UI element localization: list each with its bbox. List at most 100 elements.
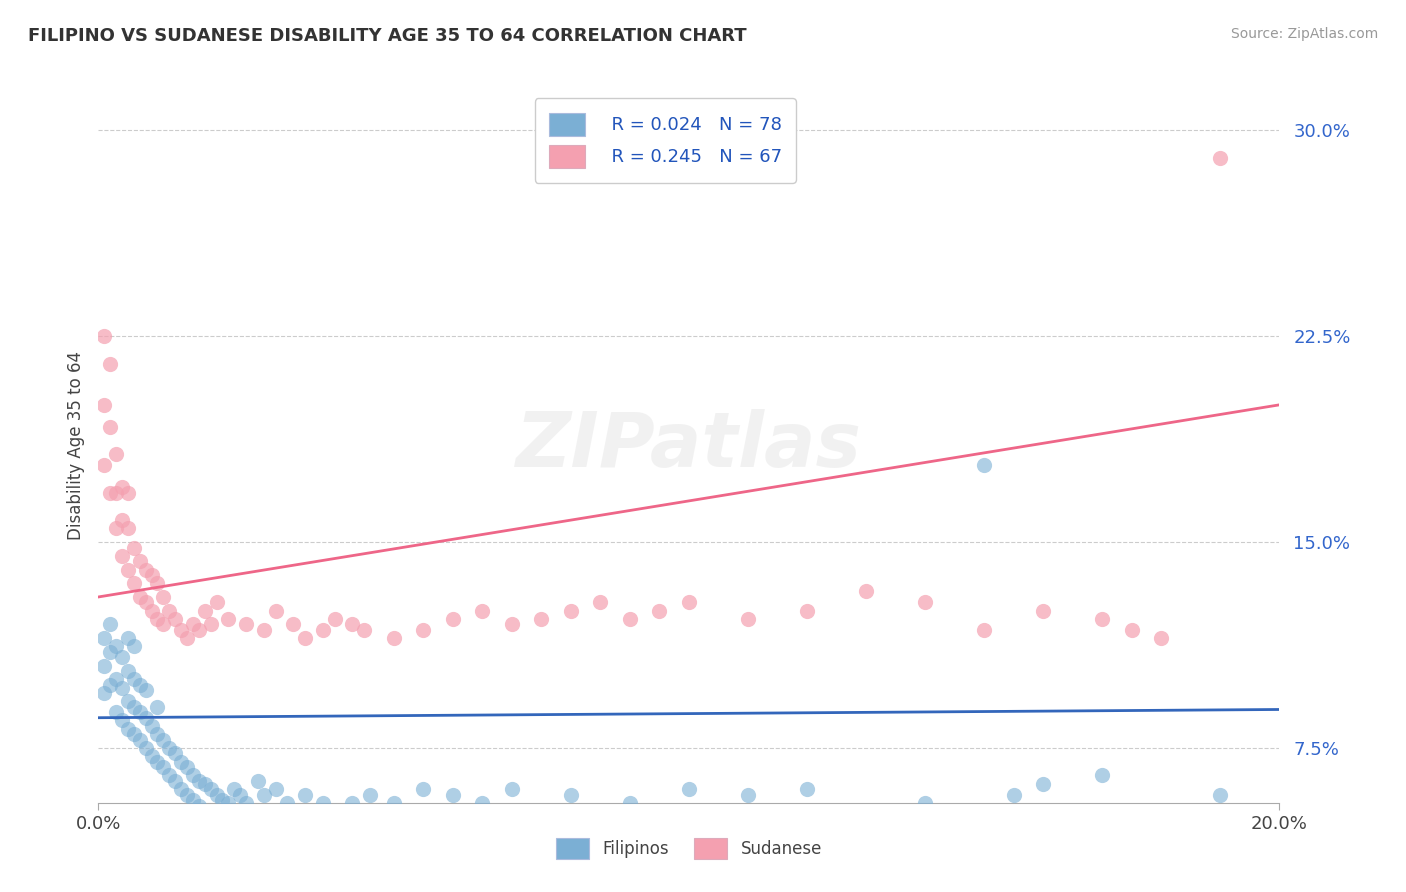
Point — [135, 683, 157, 698]
Point — [117, 694, 139, 708]
Point — [382, 631, 405, 645]
Point — [205, 595, 228, 609]
Point — [170, 755, 193, 769]
Point — [560, 604, 582, 618]
Point — [170, 782, 193, 797]
Point — [283, 617, 305, 632]
Point — [678, 782, 700, 797]
Point — [146, 727, 169, 741]
Point — [111, 513, 134, 527]
Point — [117, 664, 139, 678]
Point — [157, 740, 180, 755]
Point — [441, 612, 464, 626]
Point — [264, 604, 287, 618]
Point — [122, 727, 145, 741]
Point — [105, 640, 128, 654]
Point — [128, 554, 150, 568]
Point — [796, 604, 818, 618]
Point — [141, 568, 163, 582]
Point — [176, 760, 198, 774]
Point — [146, 576, 169, 591]
Point — [98, 678, 121, 692]
Point — [323, 804, 346, 818]
Point — [122, 576, 145, 591]
Point — [176, 788, 198, 802]
Point — [200, 782, 222, 797]
Point — [796, 782, 818, 797]
Point — [98, 485, 121, 500]
Point — [1150, 631, 1173, 645]
Point — [141, 719, 163, 733]
Point — [619, 796, 641, 810]
Point — [122, 699, 145, 714]
Point — [1121, 623, 1143, 637]
Point — [1002, 788, 1025, 802]
Point — [187, 798, 209, 813]
Point — [294, 631, 316, 645]
Point — [128, 732, 150, 747]
Point — [93, 329, 115, 343]
Point — [135, 740, 157, 755]
Point — [648, 604, 671, 618]
Point — [1032, 776, 1054, 790]
Point — [619, 612, 641, 626]
Point — [141, 749, 163, 764]
Point — [93, 658, 115, 673]
Point — [146, 699, 169, 714]
Point — [312, 623, 335, 637]
Point — [93, 686, 115, 700]
Point — [117, 722, 139, 736]
Point — [105, 447, 128, 461]
Point — [224, 782, 246, 797]
Point — [353, 623, 375, 637]
Point — [165, 773, 187, 788]
Point — [98, 617, 121, 632]
Point — [737, 788, 759, 802]
Point — [205, 788, 228, 802]
Point — [93, 458, 115, 473]
Point — [111, 650, 134, 665]
Point — [117, 562, 139, 576]
Point — [128, 705, 150, 719]
Point — [914, 796, 936, 810]
Text: ZIPatlas: ZIPatlas — [516, 409, 862, 483]
Point — [312, 796, 335, 810]
Point — [122, 541, 145, 555]
Point — [135, 711, 157, 725]
Point — [181, 617, 204, 632]
Text: Source: ZipAtlas.com: Source: ZipAtlas.com — [1230, 27, 1378, 41]
Point — [1209, 788, 1232, 802]
Point — [122, 673, 145, 687]
Point — [530, 612, 553, 626]
Point — [181, 793, 204, 807]
Point — [217, 796, 239, 810]
Point — [181, 768, 204, 782]
Point — [235, 796, 257, 810]
Point — [217, 612, 239, 626]
Point — [157, 768, 180, 782]
Point — [501, 782, 523, 797]
Point — [253, 623, 276, 637]
Point — [152, 590, 174, 604]
Point — [135, 595, 157, 609]
Point — [152, 760, 174, 774]
Point — [117, 631, 139, 645]
Y-axis label: Disability Age 35 to 64: Disability Age 35 to 64 — [66, 351, 84, 541]
Point — [187, 773, 209, 788]
Point — [973, 623, 995, 637]
Point — [229, 788, 252, 802]
Point — [253, 788, 276, 802]
Point — [560, 788, 582, 802]
Point — [122, 640, 145, 654]
Point — [342, 617, 364, 632]
Point — [146, 612, 169, 626]
Point — [264, 782, 287, 797]
Point — [501, 617, 523, 632]
Point — [105, 673, 128, 687]
Point — [359, 788, 381, 802]
Point — [276, 796, 298, 810]
Point — [117, 521, 139, 535]
Point — [855, 584, 877, 599]
Point — [93, 631, 115, 645]
Point — [152, 732, 174, 747]
